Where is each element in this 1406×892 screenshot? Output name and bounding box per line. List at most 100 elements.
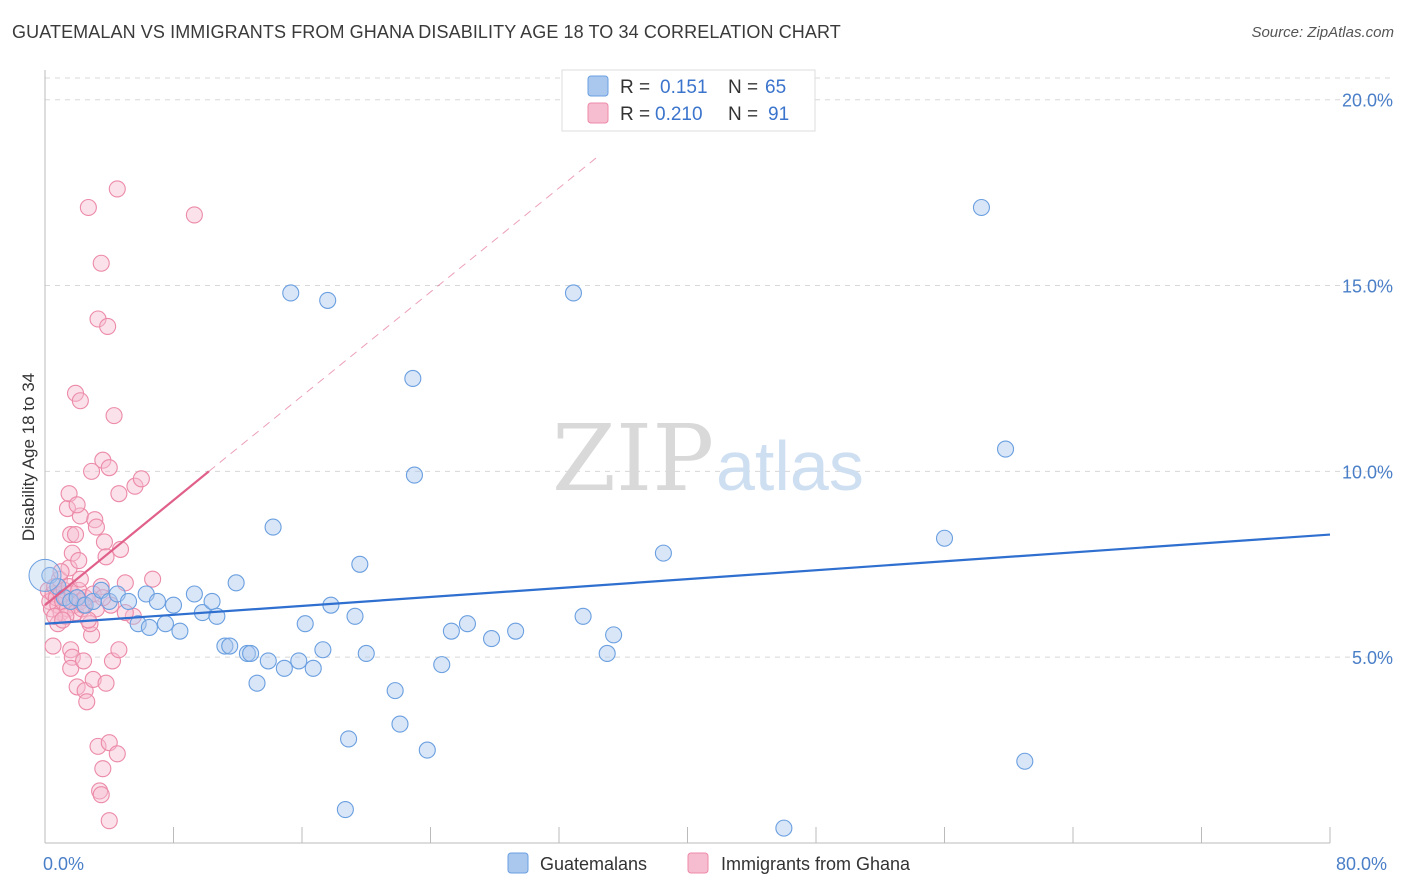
ghana-point-56[interactable] bbox=[185, 206, 203, 224]
guatemalan-point-large[interactable] bbox=[28, 558, 62, 592]
guatemalan-point-60[interactable] bbox=[972, 198, 990, 217]
guatemalan-point-10[interactable] bbox=[119, 592, 138, 610]
ghana-point-33[interactable] bbox=[71, 507, 89, 525]
guatemalan-point-27[interactable] bbox=[248, 674, 266, 692]
guatemalan-point-11[interactable] bbox=[129, 615, 147, 633]
series-guatemalans bbox=[28, 198, 1034, 837]
ghana-point-34[interactable] bbox=[68, 496, 86, 514]
y-tick-labels: 5.0% 10.0% 15.0% 20.0% bbox=[1342, 91, 1393, 668]
guatemalan-point-55[interactable] bbox=[598, 644, 616, 663]
bottom-legend-label-guatemalans[interactable]: Guatemalans bbox=[540, 854, 647, 874]
guatemalan-point-32[interactable] bbox=[290, 652, 308, 670]
bottom-legend-label-ghana[interactable]: Immigrants from Ghana bbox=[721, 854, 911, 874]
ghana-point-62[interactable] bbox=[78, 693, 96, 711]
guatemalan-point-52[interactable] bbox=[507, 622, 525, 640]
guatemalan-point-17[interactable] bbox=[171, 622, 189, 640]
trend-line-ghana-extension bbox=[208, 155, 600, 472]
guatemalan-point-53[interactable] bbox=[564, 284, 583, 302]
guatemalan-point-47[interactable] bbox=[418, 741, 436, 759]
guatemalan-point-58[interactable] bbox=[775, 819, 793, 837]
ghana-point-63[interactable] bbox=[75, 652, 93, 670]
ghana-point-37[interactable] bbox=[79, 198, 97, 217]
guatemalan-point-56[interactable] bbox=[605, 626, 623, 644]
guatemalan-point-35[interactable] bbox=[314, 641, 332, 659]
guatemalan-point-39[interactable] bbox=[340, 730, 358, 748]
guatemalan-point-20[interactable] bbox=[203, 592, 221, 610]
guatemalan-point-30[interactable] bbox=[275, 659, 293, 677]
ghana-point-29[interactable] bbox=[58, 499, 77, 518]
ghana-point-36[interactable] bbox=[71, 392, 89, 410]
ghana-point-31[interactable] bbox=[66, 525, 85, 544]
bottom-legend-swatch-ghana[interactable] bbox=[687, 852, 709, 874]
ghana-point-44[interactable] bbox=[95, 533, 113, 551]
guatemalan-point-23[interactable] bbox=[221, 637, 239, 655]
ghana-point-23[interactable] bbox=[44, 637, 62, 655]
ghana-point-68[interactable] bbox=[94, 760, 112, 778]
legend-n-label-1: N = bbox=[728, 77, 758, 98]
guatemalan-point-18[interactable] bbox=[185, 585, 203, 603]
ghana-point-67[interactable] bbox=[92, 786, 110, 804]
guatemalan-point-48[interactable] bbox=[433, 656, 451, 674]
ghana-point-55[interactable] bbox=[144, 570, 162, 588]
ghana-point-40[interactable] bbox=[87, 518, 105, 536]
guatemalan-point-40[interactable] bbox=[346, 607, 364, 625]
guatemalan-point-61[interactable] bbox=[996, 440, 1015, 458]
ghana-point-73[interactable] bbox=[110, 641, 128, 659]
guatemalan-point-51[interactable] bbox=[482, 630, 501, 648]
guatemalan-point-36[interactable] bbox=[319, 291, 337, 309]
ghana-point-72[interactable] bbox=[108, 745, 126, 763]
guatemalan-point-5[interactable] bbox=[76, 596, 94, 614]
guatemalan-point-34[interactable] bbox=[304, 659, 322, 677]
ghana-point-46[interactable] bbox=[99, 317, 117, 335]
guatemalan-point-42[interactable] bbox=[357, 644, 375, 663]
gridlines bbox=[45, 77, 1393, 658]
ghana-point-32[interactable] bbox=[70, 552, 88, 570]
guatemalan-point-43[interactable] bbox=[386, 682, 404, 700]
guatemalan-point-28[interactable] bbox=[259, 652, 277, 670]
ghana-point-47[interactable] bbox=[100, 459, 118, 477]
guatemalan-point-41[interactable] bbox=[351, 555, 369, 573]
guatemalan-point-31[interactable] bbox=[282, 284, 300, 302]
guatemalan-point-45[interactable] bbox=[404, 369, 422, 388]
ghana-point-48[interactable] bbox=[105, 407, 123, 425]
ghana-point-64[interactable] bbox=[84, 670, 102, 689]
ghana-point-28[interactable] bbox=[62, 525, 80, 544]
ghana-point-49[interactable] bbox=[108, 180, 126, 198]
guatemalan-point-15[interactable] bbox=[156, 615, 175, 633]
guatemalan-point-49[interactable] bbox=[442, 622, 460, 640]
guatemalan-point-24[interactable] bbox=[227, 574, 245, 592]
guatemalan-point-54[interactable] bbox=[574, 607, 592, 625]
ghana-point-70[interactable] bbox=[100, 812, 118, 830]
guatemalan-point-44[interactable] bbox=[391, 715, 409, 733]
guatemalan-point-46[interactable] bbox=[405, 466, 423, 484]
legend-swatch-ghana bbox=[587, 102, 609, 124]
guatemalan-point-57[interactable] bbox=[654, 544, 672, 562]
guatemalan-point-59[interactable] bbox=[935, 529, 954, 547]
guatemalan-point-14[interactable] bbox=[148, 592, 166, 610]
guatemalan-point-50[interactable] bbox=[458, 615, 476, 633]
x-tick-label-min: 0.0% bbox=[43, 854, 84, 874]
guatemalan-point-29[interactable] bbox=[264, 518, 282, 536]
bottom-legend-swatch-guatemalans[interactable] bbox=[507, 852, 529, 874]
ghana-point-74[interactable] bbox=[97, 674, 115, 692]
guatemalan-point-22[interactable] bbox=[216, 637, 234, 655]
guatemalan-point-13[interactable] bbox=[140, 618, 158, 637]
ghana-point-85[interactable] bbox=[54, 611, 72, 629]
ghana-point-50[interactable] bbox=[110, 485, 128, 503]
ghana-point-42[interactable] bbox=[92, 254, 110, 272]
legend-r-value-1: 0.151 bbox=[660, 77, 708, 98]
ghana-point-65[interactable] bbox=[89, 737, 107, 755]
ghana-point-84[interactable] bbox=[46, 607, 64, 625]
guatemalan-point-26[interactable] bbox=[242, 644, 260, 663]
guatemalan-point-38[interactable] bbox=[336, 801, 354, 819]
guatemalan-point-33[interactable] bbox=[296, 615, 314, 633]
ghana-point-83[interactable] bbox=[116, 604, 134, 622]
ghana-point-88[interactable] bbox=[71, 570, 89, 588]
guatemalan-point-16[interactable] bbox=[164, 596, 183, 614]
ghana-point-38[interactable] bbox=[83, 462, 101, 480]
guatemalan-point-62[interactable] bbox=[1016, 752, 1034, 770]
ghana-point-54[interactable] bbox=[132, 470, 150, 488]
legend-r-value-2: 0.210 bbox=[655, 104, 703, 125]
ghana-point-60[interactable] bbox=[68, 678, 86, 696]
ghana-point-59[interactable] bbox=[62, 659, 80, 677]
